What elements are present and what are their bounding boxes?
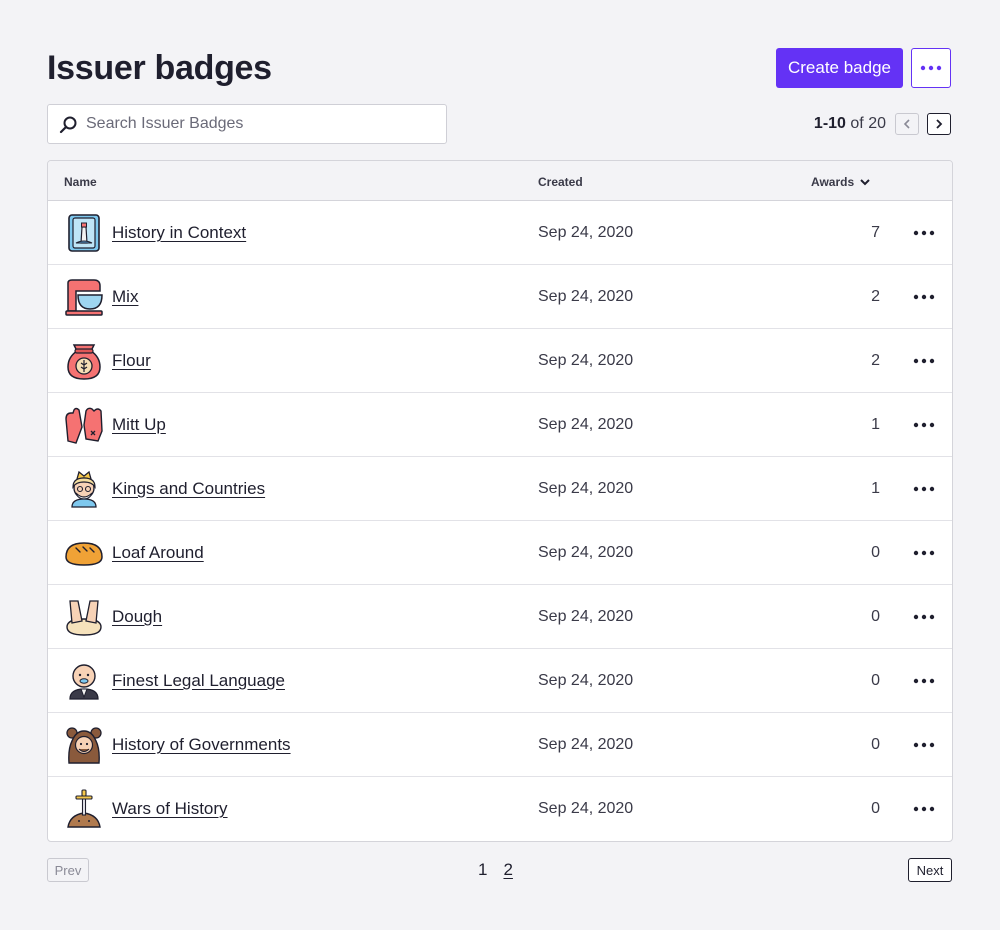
row-actions-button[interactable] xyxy=(908,221,940,245)
awards-count: 1 xyxy=(871,416,880,433)
pagination-range: 1-10 of 20 xyxy=(760,113,886,135)
row-actions-button[interactable] xyxy=(908,349,940,373)
more-horizontal-icon xyxy=(913,614,935,620)
table-row: Mitt Up Sep 24, 2020 1 xyxy=(48,393,952,457)
badge-name-link[interactable]: Mix xyxy=(112,287,139,306)
page-number-2[interactable]: 2 xyxy=(503,860,513,879)
table-row: Wars of History Sep 24, 2020 0 xyxy=(48,777,952,841)
created-date: Sep 24, 2020 xyxy=(538,224,634,241)
badges-table: Name Created Awards History in Context S… xyxy=(47,160,953,842)
badge-name-link[interactable]: Kings and Countries xyxy=(112,479,266,498)
awards-count: 0 xyxy=(871,736,880,753)
stand-mixer-icon xyxy=(65,279,103,316)
awards-count: 1 xyxy=(871,480,880,497)
created-date: Sep 24, 2020 xyxy=(538,800,634,817)
created-date: Sep 24, 2020 xyxy=(538,288,634,305)
awards-count: 2 xyxy=(871,352,880,369)
table-row: Finest Legal Language Sep 24, 2020 0 xyxy=(48,649,952,713)
search-input[interactable] xyxy=(86,105,436,143)
more-horizontal-icon xyxy=(913,230,935,236)
badge-name-link[interactable]: History of Governments xyxy=(112,735,291,754)
prev-page-button[interactable]: Prev xyxy=(47,858,89,882)
page-number-1[interactable]: 1 xyxy=(478,860,488,879)
chevron-left-icon xyxy=(903,119,910,129)
created-date: Sep 24, 2020 xyxy=(538,416,634,433)
row-actions-button[interactable] xyxy=(908,477,940,501)
badge-name-link[interactable]: Flour xyxy=(112,351,151,370)
page-numbers: 1 2 xyxy=(478,860,513,880)
awards-count: 0 xyxy=(871,544,880,561)
table-row: Loaf Around Sep 24, 2020 0 xyxy=(48,521,952,585)
bald-man-icon xyxy=(69,664,99,700)
more-horizontal-icon xyxy=(913,486,935,492)
table-row: History in Context Sep 24, 2020 7 xyxy=(48,201,952,265)
badge-name-link[interactable]: Finest Legal Language xyxy=(112,671,285,690)
lighthouse-book-icon xyxy=(68,214,100,252)
created-date: Sep 24, 2020 xyxy=(538,352,634,369)
more-horizontal-icon xyxy=(913,678,935,684)
created-date: Sep 24, 2020 xyxy=(538,608,634,625)
awards-count: 0 xyxy=(871,800,880,817)
awards-count: 0 xyxy=(871,672,880,689)
sword-in-stone-icon xyxy=(67,789,101,828)
more-horizontal-icon xyxy=(913,358,935,364)
next-page-button[interactable]: Next xyxy=(908,858,952,882)
chevron-down-icon xyxy=(860,178,870,185)
row-actions-button[interactable] xyxy=(908,605,940,629)
badge-name-link[interactable]: Loaf Around xyxy=(112,543,204,562)
range-value: 1-10 xyxy=(813,115,846,132)
kneading-dough-icon xyxy=(66,600,102,636)
create-badge-button[interactable]: Create badge xyxy=(776,48,903,88)
column-header-awards-label: Awards xyxy=(811,175,855,189)
more-horizontal-icon xyxy=(913,550,935,556)
table-row: History of Governments Sep 24, 2020 0 xyxy=(48,713,952,777)
table-header: Name Created Awards xyxy=(48,161,952,201)
row-actions-button[interactable] xyxy=(908,285,940,309)
more-horizontal-icon xyxy=(913,742,935,748)
page-title: Issuer badges xyxy=(47,49,272,87)
more-horizontal-icon xyxy=(913,422,935,428)
table-row: Dough Sep 24, 2020 0 xyxy=(48,585,952,649)
table-row: Flour Sep 24, 2020 2 xyxy=(48,329,952,393)
more-actions-button[interactable] xyxy=(911,48,951,88)
bear-costume-icon xyxy=(66,727,102,764)
created-date: Sep 24, 2020 xyxy=(538,672,634,689)
created-date: Sep 24, 2020 xyxy=(538,480,634,497)
column-header-created[interactable]: Created xyxy=(538,175,583,189)
badge-name-link[interactable]: Wars of History xyxy=(112,799,228,818)
flour-sack-icon xyxy=(67,344,101,380)
awards-count: 7 xyxy=(871,224,880,241)
king-icon xyxy=(71,470,97,508)
bread-loaf-icon xyxy=(65,542,103,566)
table-row: Mix Sep 24, 2020 2 xyxy=(48,265,952,329)
search-box xyxy=(47,104,447,144)
chevron-right-icon xyxy=(936,119,943,129)
row-actions-button[interactable] xyxy=(908,669,940,693)
badge-name-link[interactable]: Mitt Up xyxy=(112,415,166,434)
oven-mitts-icon xyxy=(65,407,103,444)
more-horizontal-icon xyxy=(913,294,935,300)
table-row: Kings and Countries Sep 24, 2020 1 xyxy=(48,457,952,521)
next-page-arrow-button[interactable] xyxy=(927,113,951,135)
row-actions-button[interactable] xyxy=(908,413,940,437)
created-date: Sep 24, 2020 xyxy=(538,736,634,753)
awards-count: 0 xyxy=(871,608,880,625)
badge-name-link[interactable]: History in Context xyxy=(112,223,247,242)
awards-count: 2 xyxy=(871,288,880,305)
row-actions-button[interactable] xyxy=(908,541,940,565)
range-total: of 20 xyxy=(850,115,886,132)
more-horizontal-icon xyxy=(913,806,935,812)
created-date: Sep 24, 2020 xyxy=(538,544,634,561)
column-header-awards[interactable]: Awards xyxy=(811,175,870,189)
row-actions-button[interactable] xyxy=(908,797,940,821)
row-actions-button[interactable] xyxy=(908,733,940,757)
column-header-name[interactable]: Name xyxy=(64,175,97,189)
previous-page-arrow-button[interactable] xyxy=(895,113,919,135)
more-horizontal-icon xyxy=(920,65,942,71)
search-icon xyxy=(59,116,77,134)
badge-name-link[interactable]: Dough xyxy=(112,607,163,626)
